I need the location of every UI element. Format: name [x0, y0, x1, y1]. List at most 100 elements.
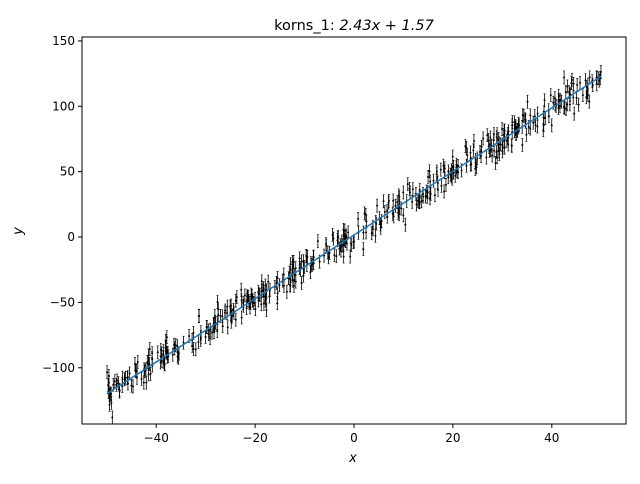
- point-marker: [160, 360, 163, 363]
- point-marker: [111, 416, 114, 419]
- point-marker: [584, 79, 587, 82]
- point-marker: [113, 380, 116, 383]
- point-marker: [333, 254, 336, 257]
- data-point: [257, 287, 260, 302]
- point-marker: [529, 114, 532, 117]
- y-tick-label: −50: [50, 295, 75, 309]
- point-marker: [191, 344, 194, 347]
- point-marker: [135, 376, 138, 379]
- data-point: [182, 335, 185, 350]
- data-point: [376, 198, 379, 213]
- point-marker: [226, 305, 229, 308]
- data-point: [160, 354, 163, 368]
- data-point: [159, 343, 162, 357]
- point-marker: [383, 210, 386, 213]
- point-marker: [566, 85, 569, 88]
- data-point: [260, 284, 263, 299]
- point-marker: [262, 295, 265, 298]
- data-point: [482, 131, 485, 146]
- data-point: [197, 308, 200, 323]
- point-marker: [474, 167, 477, 170]
- data-point: [485, 150, 488, 165]
- point-marker: [563, 106, 566, 109]
- data-point: [411, 182, 414, 197]
- data-point: [357, 212, 360, 226]
- point-marker: [349, 255, 352, 258]
- data-point: [216, 324, 219, 338]
- data-point: [435, 164, 438, 179]
- point-marker: [240, 299, 243, 302]
- data-point: [394, 198, 397, 213]
- point-marker: [577, 103, 580, 106]
- point-marker: [163, 363, 166, 366]
- point-marker: [118, 389, 121, 392]
- data-point: [362, 242, 365, 256]
- point-marker: [557, 107, 560, 110]
- data-point: [311, 257, 314, 272]
- point-marker: [291, 260, 294, 263]
- point-marker: [121, 385, 124, 388]
- y-tick-label: 100: [52, 99, 75, 113]
- point-marker: [491, 154, 494, 157]
- point-marker: [454, 174, 457, 177]
- point-marker: [166, 355, 169, 358]
- point-marker: [379, 223, 382, 226]
- point-marker: [495, 136, 498, 139]
- data-point: [563, 70, 566, 85]
- data-point: [398, 190, 401, 204]
- point-marker: [466, 154, 469, 157]
- point-marker: [364, 213, 367, 216]
- point-marker: [112, 383, 115, 386]
- data-point: [275, 275, 278, 290]
- point-marker: [219, 314, 222, 317]
- x-tick-label: 0: [350, 431, 358, 445]
- point-marker: [107, 381, 110, 384]
- point-marker: [318, 260, 321, 263]
- data-point: [111, 410, 114, 425]
- point-marker: [547, 115, 550, 118]
- point-marker: [265, 297, 268, 300]
- data-point: [447, 170, 450, 185]
- data-point: [489, 130, 492, 145]
- data-point: [576, 78, 579, 92]
- point-marker: [421, 192, 424, 195]
- data-point: [106, 365, 109, 380]
- point-marker: [447, 176, 450, 179]
- point-marker: [398, 213, 401, 216]
- point-marker: [262, 302, 265, 305]
- data-point: [563, 101, 566, 115]
- point-marker: [243, 294, 246, 297]
- data-point: [221, 309, 224, 324]
- fit-line: [106, 75, 602, 395]
- point-marker: [177, 352, 180, 355]
- point-marker: [465, 146, 468, 149]
- point-marker: [254, 308, 257, 311]
- point-marker: [357, 217, 360, 220]
- point-marker: [128, 372, 131, 375]
- data-point: [415, 197, 418, 212]
- data-point: [464, 139, 467, 153]
- x-axis-label: x: [348, 451, 357, 466]
- point-marker: [221, 315, 224, 318]
- data-point: [350, 238, 353, 252]
- point-marker: [108, 394, 111, 397]
- point-marker: [197, 314, 200, 317]
- data-point: [323, 248, 326, 263]
- point-marker: [469, 163, 472, 166]
- point-marker: [510, 144, 513, 147]
- point-marker: [527, 126, 530, 129]
- data-point: [374, 228, 377, 243]
- point-marker: [443, 190, 446, 193]
- data-point: [267, 274, 270, 289]
- point-marker: [164, 339, 167, 342]
- point-marker: [362, 231, 365, 234]
- point-marker: [501, 146, 504, 149]
- point-marker: [382, 200, 385, 203]
- point-marker: [165, 350, 168, 353]
- point-marker: [429, 180, 432, 183]
- point-marker: [342, 255, 345, 258]
- point-marker: [265, 309, 268, 312]
- point-marker: [485, 156, 488, 159]
- data-point: [503, 140, 506, 155]
- point-marker: [440, 184, 443, 187]
